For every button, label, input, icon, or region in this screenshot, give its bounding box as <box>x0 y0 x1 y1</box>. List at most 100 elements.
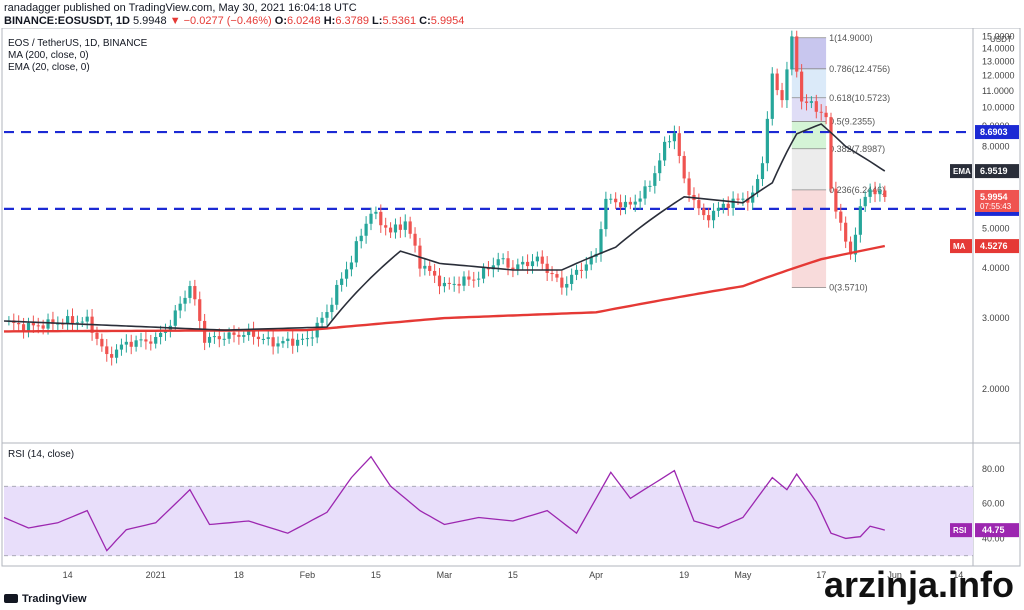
candle-body <box>437 275 442 287</box>
candle-body <box>530 261 535 267</box>
candle-body <box>702 208 706 216</box>
candle-body <box>565 283 569 288</box>
price-tick-label: 14.0000 <box>982 44 1015 54</box>
candle-body <box>384 225 388 228</box>
candle-body <box>227 332 231 339</box>
candle-body <box>310 337 314 339</box>
axis-price-text: 5.9954 <box>980 192 1008 202</box>
ema20-line <box>3 123 886 331</box>
candle-body <box>570 274 574 284</box>
time-tick-label: 19 <box>679 570 689 580</box>
candle-body <box>110 354 114 358</box>
candle-body <box>56 323 60 325</box>
candle-body <box>462 276 466 286</box>
price-tick-label: 11.0000 <box>982 86 1014 96</box>
candle-body <box>863 196 867 207</box>
level-price-text: 8.6903 <box>980 127 1008 137</box>
price-tick-label: 5.0000 <box>982 224 1010 234</box>
fib-zone <box>791 68 827 98</box>
candle-body <box>687 178 691 195</box>
candle-body <box>393 224 398 233</box>
candle-body <box>848 241 853 255</box>
candle-body <box>775 73 779 91</box>
candle-body <box>472 279 476 281</box>
rsi-tag-text: RSI <box>953 526 966 535</box>
rsi-tick-label: 40.00 <box>982 533 1005 543</box>
axis-price-tag <box>975 189 1019 212</box>
candle-body <box>36 325 40 327</box>
time-tick-label: 2021 <box>146 570 166 580</box>
rsi-value-tag <box>975 523 1019 538</box>
close-value: 5.9954 <box>430 15 465 27</box>
candle-body <box>609 198 613 200</box>
candle-body <box>349 262 354 270</box>
candle-body <box>139 339 143 341</box>
candle-body <box>770 73 774 119</box>
fib-zone <box>791 189 827 288</box>
high-key: H: <box>323 15 336 27</box>
watermark: arzinja.info <box>823 564 1014 605</box>
candle-body <box>604 198 608 230</box>
candle-body <box>560 277 564 288</box>
candle-body <box>824 112 828 118</box>
rsi-band <box>4 486 973 556</box>
candle-body <box>85 316 89 322</box>
candle-body <box>501 258 505 260</box>
candle-body <box>271 337 275 347</box>
candle-body <box>540 256 544 264</box>
candle-body <box>785 69 789 101</box>
candle-body <box>433 270 437 276</box>
candle-body <box>403 221 407 230</box>
candle-body <box>442 282 447 287</box>
candle-body <box>173 310 177 326</box>
candle-body <box>834 188 838 212</box>
candle-body <box>359 235 363 242</box>
low-value: 5.5361 <box>382 15 417 27</box>
time-tick-label: 14 <box>953 570 963 580</box>
candle-body <box>281 341 285 344</box>
fib-level-label: 0.382(7.8987) <box>829 144 885 154</box>
candle-body <box>814 101 818 112</box>
candle-body <box>21 324 26 333</box>
candle-body <box>618 202 623 208</box>
candle-body <box>853 234 858 255</box>
candle-body <box>760 163 765 180</box>
candle-body <box>144 339 148 342</box>
tradingview-mark-icon <box>4 594 18 603</box>
ma200-line <box>4 244 886 333</box>
candle-body <box>721 203 725 208</box>
ema-legend: EMA (20, close, 0) <box>8 62 90 73</box>
candle-body <box>134 340 138 347</box>
candle-body <box>574 269 579 275</box>
candle-body <box>237 334 241 337</box>
axis-price-tag <box>975 239 1019 254</box>
candle-body <box>129 341 133 347</box>
candle-body <box>457 283 461 286</box>
time-tick-label: Apr <box>589 570 603 580</box>
candle-body <box>325 312 329 318</box>
candle-body <box>516 264 520 270</box>
candle-body <box>873 189 877 195</box>
candle-body <box>746 198 750 203</box>
close-key: C: <box>419 15 431 27</box>
open-value: 6.0248 <box>287 15 321 27</box>
candle-body <box>726 203 730 209</box>
candle-body <box>17 322 21 325</box>
candle-body <box>633 201 637 205</box>
candle-body <box>320 317 324 323</box>
candle-body <box>124 341 128 345</box>
price-chart[interactable]: 1(14.9000) 0.786(12.4756) 0.618(10.5723) 0.… <box>0 28 1024 594</box>
candle-body <box>545 263 549 273</box>
rsi-value-text: 44.75 <box>982 525 1005 535</box>
candle-body <box>741 198 745 200</box>
candle-body <box>550 272 554 275</box>
candle-body <box>31 322 35 326</box>
candle-body <box>95 332 99 339</box>
candle-body <box>154 337 158 344</box>
rsi-pane <box>3 455 973 557</box>
candle-body <box>398 224 402 230</box>
rsi-tag <box>950 523 972 538</box>
candle-body <box>643 186 647 199</box>
candle-body <box>697 200 701 209</box>
axes: 2.00003.00004.00005.00006.00007.00008.00… <box>63 32 1019 580</box>
